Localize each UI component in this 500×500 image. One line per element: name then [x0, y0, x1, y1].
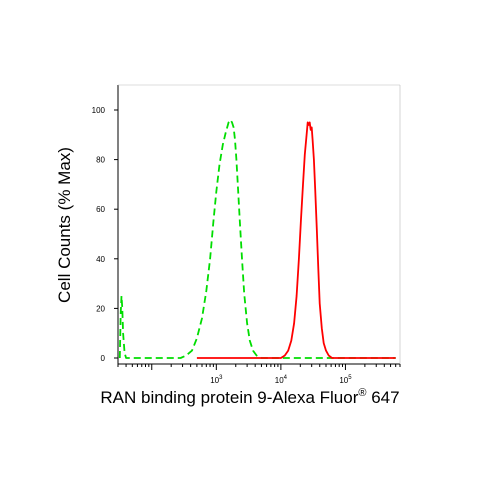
series-layer [118, 119, 396, 359]
x-axis-title-main: RAN binding protein 9-Alexa Fluor [100, 388, 358, 407]
x-tick-label: 104 [275, 375, 288, 385]
y-tick-label: 40 [96, 255, 105, 264]
x-tick-base: 10 [339, 376, 348, 385]
y-tick-label: 20 [96, 304, 105, 313]
x-ticks: 103 104 105 [117, 364, 401, 385]
x-tick-base: 10 [275, 376, 284, 385]
plot-frame [117, 84, 401, 365]
histogram-series-1 [118, 119, 396, 359]
x-axis-title: RAN binding protein 9-Alexa Fluor® 647 [100, 387, 399, 407]
x-tick-label: 105 [339, 375, 352, 385]
y-tick-label: 100 [92, 106, 106, 115]
y-tick-label: 80 [96, 156, 105, 165]
y-axis-title: Cell Counts (% Max) [55, 147, 74, 303]
y-tick-label: 60 [96, 205, 105, 214]
x-tick-base: 10 [210, 376, 219, 385]
x-tick-exponent: 3 [219, 375, 223, 381]
x-axis-title-superscript: ® [358, 387, 366, 399]
x-tick-exponent: 4 [284, 375, 288, 381]
histogram-series-2 [196, 121, 396, 359]
x-tick-label: 103 [210, 375, 223, 385]
x-tick-exponent: 5 [348, 375, 352, 381]
x-axis-title-suffix: 647 [366, 388, 399, 407]
y-ticks: 0 20 40 60 80 100 [92, 106, 118, 363]
y-tick-label: 0 [101, 354, 106, 363]
